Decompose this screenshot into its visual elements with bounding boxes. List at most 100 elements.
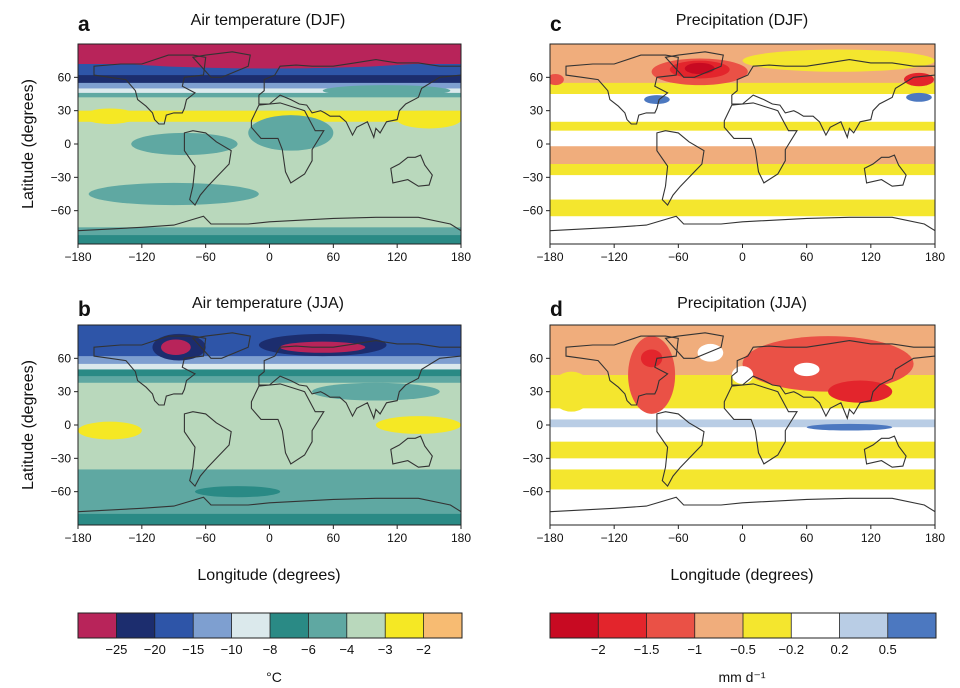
coastline-north_america	[565, 335, 679, 406]
colorbar-swatch	[598, 613, 647, 638]
x-tick-label: 0	[266, 531, 273, 545]
coastline-eurasia	[731, 59, 935, 140]
panel-c-title: Precipitation (DJF)	[676, 12, 808, 29]
zonal-band	[550, 469, 935, 490]
precipitation-colorbar-unit: mm d⁻¹	[718, 669, 765, 685]
colorbar-swatch	[270, 613, 309, 638]
coastline-australia	[863, 154, 907, 187]
colorbar-swatch	[231, 613, 271, 638]
x-tick-label: −180	[64, 250, 91, 264]
temperature-colorbar: −25 −20 −15 −10 −8 −6 −4 −3 −2	[77, 612, 463, 657]
zonal-band	[78, 513, 461, 525]
zonal-band	[550, 427, 935, 443]
zonal-band	[550, 175, 935, 201]
anomaly-region	[731, 366, 754, 384]
colorbar-tick-label: −6	[301, 642, 316, 657]
x-tick-label: −120	[601, 250, 628, 264]
y-tick-label: −60	[523, 485, 544, 499]
x-tick-label: −120	[601, 531, 628, 545]
coastline-south_america	[656, 130, 705, 207]
coastline-africa	[250, 383, 325, 465]
anomaly-region	[697, 343, 724, 362]
colorbar-swatch	[423, 613, 463, 638]
y-tick-label: 30	[530, 104, 544, 118]
panel-d: d Precipitation (JJA) −180 −120 −60 0 60 120 1…	[523, 295, 946, 584]
zonal-band	[550, 458, 935, 470]
y-tick-label: 0	[64, 418, 71, 432]
coastline-antarctica	[550, 496, 935, 513]
zonal-band	[78, 64, 461, 76]
coastline-greenland	[664, 332, 724, 359]
zonal-band	[78, 227, 461, 236]
coastline-greenland	[664, 51, 724, 78]
anomaly-region	[550, 74, 564, 86]
x-tick-label: −120	[128, 531, 155, 545]
temperature-colorbar-unit: °C	[266, 669, 282, 685]
colorbar-tick-label: −4	[339, 642, 354, 657]
y-tick-label: −30	[51, 451, 72, 465]
coastline-north_america	[93, 54, 207, 125]
coastline-antarctica	[78, 215, 461, 232]
y-tick-label: 30	[58, 385, 72, 399]
y-tick-label: −60	[523, 204, 544, 218]
panel-a-title: Air temperature (DJF)	[191, 12, 346, 29]
x-tick-label: −120	[128, 250, 155, 264]
panel-c: c Precipitation (DJF) −180 −120 −60 0 60 120 1…	[523, 12, 946, 264]
coastline-greenland	[191, 332, 251, 359]
coastline-greenland	[191, 51, 251, 78]
x-tick-label: 0	[266, 250, 273, 264]
anomaly-region	[742, 336, 914, 392]
zonal-band	[78, 356, 461, 365]
coastline-australia	[390, 435, 433, 468]
panel-c-letter: c	[550, 13, 562, 36]
zonal-band	[78, 110, 461, 123]
zonal-band	[550, 489, 935, 525]
colorbar-tick-label: −1	[687, 642, 702, 657]
x-tick-label: −180	[536, 250, 563, 264]
x-tick-label: −180	[536, 531, 563, 545]
colorbar-tick-label: −20	[144, 642, 166, 657]
colorbar-swatch	[78, 613, 117, 638]
anomaly-region	[828, 380, 893, 403]
zonal-band	[78, 369, 461, 377]
panel-a-ticks: −180 −120 −60 0 60 120 180 60 30 0 −30 −60	[51, 70, 472, 264]
coastline-antarctica	[78, 496, 461, 513]
anomaly-region	[906, 92, 932, 102]
anomaly-region	[903, 72, 934, 87]
precipitation-colorbar: −2 −1.5 −1 −0.5 −0.2 0.2 0.5	[549, 612, 937, 657]
colorbar-tick-label: −0.2	[778, 642, 804, 657]
colorbar-tick-label: 0.2	[830, 642, 848, 657]
panel-a-y-axis-label: Latitude (degrees)	[20, 79, 37, 209]
x-tick-label: −60	[195, 250, 216, 264]
y-tick-label: 30	[530, 385, 544, 399]
zonal-band	[550, 164, 935, 176]
anomaly-region	[83, 108, 137, 124]
panel-b-letter: b	[78, 298, 91, 321]
x-tick-label: 120	[387, 250, 407, 264]
x-tick-label: 120	[861, 531, 881, 545]
zonal-band	[78, 363, 461, 370]
colorbar-tick-label: 0.5	[879, 642, 897, 657]
y-tick-label: 60	[58, 70, 72, 84]
x-tick-label: 180	[451, 250, 471, 264]
x-tick-label: 60	[800, 531, 814, 545]
y-tick-label: 0	[536, 418, 543, 432]
panel-b-title: Air temperature (JJA)	[192, 295, 344, 312]
coastline-north_america	[565, 54, 679, 125]
coastline-north_america	[93, 335, 207, 406]
colorbar-swatch	[116, 613, 156, 638]
panel-b-ticks: −180 −120 −60 0 60 120 180 60 30 0 −30 −60	[51, 351, 472, 545]
anomaly-region	[248, 115, 334, 151]
colorbar-tick-label: −0.5	[730, 642, 756, 657]
colorbar-swatch	[308, 613, 348, 638]
anomaly-region	[644, 95, 670, 104]
zonal-band	[78, 82, 461, 89]
coastline-eurasia	[258, 59, 461, 140]
anomaly-region	[640, 349, 663, 368]
anomaly-region	[628, 336, 676, 414]
anomaly-region	[742, 49, 935, 72]
x-tick-label: −60	[668, 531, 689, 545]
zonal-band	[550, 199, 935, 217]
y-tick-label: −30	[51, 170, 72, 184]
